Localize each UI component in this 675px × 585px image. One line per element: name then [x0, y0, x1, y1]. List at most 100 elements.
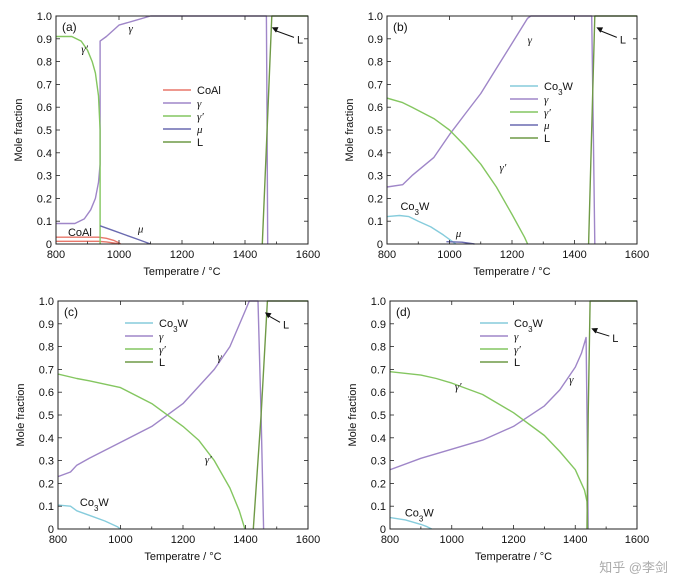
curve-annotation: γ′ [500, 162, 507, 174]
panel-label: (d) [396, 305, 411, 319]
x-axis-label: Temperatre / °C [473, 266, 550, 278]
legend-entry: L [544, 133, 550, 145]
curve-annotation: Co3W [405, 507, 435, 523]
series-line-gamma [390, 336, 589, 530]
chart-panel-b: 800 1000 1200 1400 1600 0 0.1 0.2 0.3 0.4 0.5 0.6 0.… [344, 11, 649, 278]
curve-annotation: γ [217, 351, 222, 363]
y-tick-label: 0.4 [368, 148, 383, 160]
series-line-mu [99, 225, 151, 245]
y-tick-label: 0.4 [371, 433, 386, 445]
curve-annotation: L [612, 333, 618, 345]
series-line-coal [56, 240, 120, 245]
x-tick-label: 800 [378, 249, 396, 261]
annotation-arrow [599, 29, 617, 38]
x-tick-label: 1600 [625, 249, 649, 261]
x-tick-label: 1600 [296, 534, 320, 546]
y-tick-label: 0.2 [37, 193, 52, 205]
annotation-arrowhead [591, 327, 599, 334]
y-tick-label: 0.2 [39, 478, 54, 490]
y-tick-label: 0.4 [39, 433, 54, 445]
annotation-arrowhead [264, 312, 272, 319]
x-axis-label: Temperatre / °C [143, 266, 220, 278]
y-tick-label: 0.3 [37, 171, 52, 183]
series-line-co3w [58, 504, 121, 530]
x-tick-label: 1200 [500, 249, 524, 261]
chart-panel-d: 800 1000 1200 1400 1600 0 0.1 0.2 0.3 0.4 0.5 0.6 0.… [347, 296, 649, 563]
y-tick-label: 0.9 [371, 319, 386, 331]
annotation-arrow [594, 330, 610, 337]
x-tick-label: 800 [47, 249, 65, 261]
chart-panel-a: 800 1000 1200 1400 1600 0 0.1 0.2 0.3 0.4 0.5 0.6 0.… [13, 11, 320, 278]
curve-annotation: γ′ [455, 381, 462, 393]
x-tick-label: 1000 [440, 534, 464, 546]
legend-entry: γ [514, 331, 519, 343]
series-line-l [587, 15, 637, 245]
y-axis-label: Mole fraction [347, 384, 359, 447]
curve-annotation: L [283, 319, 289, 331]
y-tick-label: 0.6 [371, 387, 386, 399]
y-tick-label: 0.1 [39, 501, 54, 513]
x-tick-label: 1400 [233, 534, 257, 546]
annotation-arrowhead [596, 27, 604, 33]
legend-entry: μ [196, 124, 203, 136]
curve-annotation: μ [137, 224, 144, 236]
x-tick-label: 1000 [108, 534, 132, 546]
curve-annotation: Co3W [400, 201, 430, 217]
x-tick-label: 800 [49, 534, 67, 546]
x-tick-label: 1400 [233, 249, 257, 261]
y-tick-label: 0.9 [39, 319, 54, 331]
y-tick-label: 0.9 [37, 34, 52, 46]
x-tick-label: 1400 [562, 249, 586, 261]
curve-annotation: L [297, 34, 303, 46]
y-tick-label: 0.2 [368, 193, 383, 205]
y-tick-label: 0.8 [39, 342, 54, 354]
y-tick-label: 0.1 [37, 216, 52, 228]
plot-frame [57, 300, 309, 530]
x-tick-label: 1000 [437, 249, 461, 261]
x-tick-label: 1600 [625, 534, 649, 546]
curve-annotation: γ′ [81, 43, 88, 55]
legend-entry: γ′ [159, 344, 166, 356]
series-line-gamma_prime [390, 371, 589, 530]
curve-annotation: Co3W [80, 497, 110, 513]
legend-entry: γ′ [514, 344, 521, 356]
legend-entry: Co3W [514, 318, 544, 334]
y-tick-label: 0.7 [37, 79, 52, 91]
legend-entry: γ′ [544, 107, 551, 119]
series-line-coal [56, 236, 121, 245]
curve-annotation: γ′ [205, 454, 212, 466]
curve-annotation: γ [128, 23, 133, 35]
legend-entry: Co3W [544, 81, 574, 97]
curve-annotation: γ [569, 374, 574, 386]
annotation-arrow [274, 29, 295, 38]
panel-label: (a) [62, 20, 77, 34]
x-tick-label: 1200 [170, 249, 194, 261]
y-tick-label: 0.7 [371, 364, 386, 376]
series-line-gamma_prime [387, 97, 529, 245]
legend-entry: L [159, 357, 165, 369]
y-tick-label: 0.7 [368, 79, 383, 91]
x-tick-label: 1200 [501, 534, 525, 546]
legend-entry: L [514, 357, 520, 369]
y-tick-label: 0.2 [371, 478, 386, 490]
y-tick-label: 0.3 [368, 171, 383, 183]
series-line-l [252, 300, 308, 530]
series-group [56, 15, 308, 245]
y-axis-label: Mole fraction [13, 99, 25, 162]
series-line-gamma_prime [58, 373, 246, 530]
y-tick-label: 0.6 [39, 387, 54, 399]
y-tick-label: 0.3 [39, 456, 54, 468]
legend-entry: μ [543, 120, 550, 132]
series-group [58, 300, 308, 530]
y-tick-label: 0.8 [368, 57, 383, 69]
y-axis-label: Mole fraction [15, 384, 27, 447]
y-axis-label: Mole fraction [344, 99, 356, 162]
watermark: 知乎 @李剑 [599, 560, 668, 575]
series-line-co3w [387, 214, 457, 245]
y-tick-label: 0.5 [39, 410, 54, 422]
y-tick-label: 0 [380, 524, 386, 536]
curve-annotation: L [620, 34, 626, 46]
annotation-arrow [267, 314, 281, 323]
